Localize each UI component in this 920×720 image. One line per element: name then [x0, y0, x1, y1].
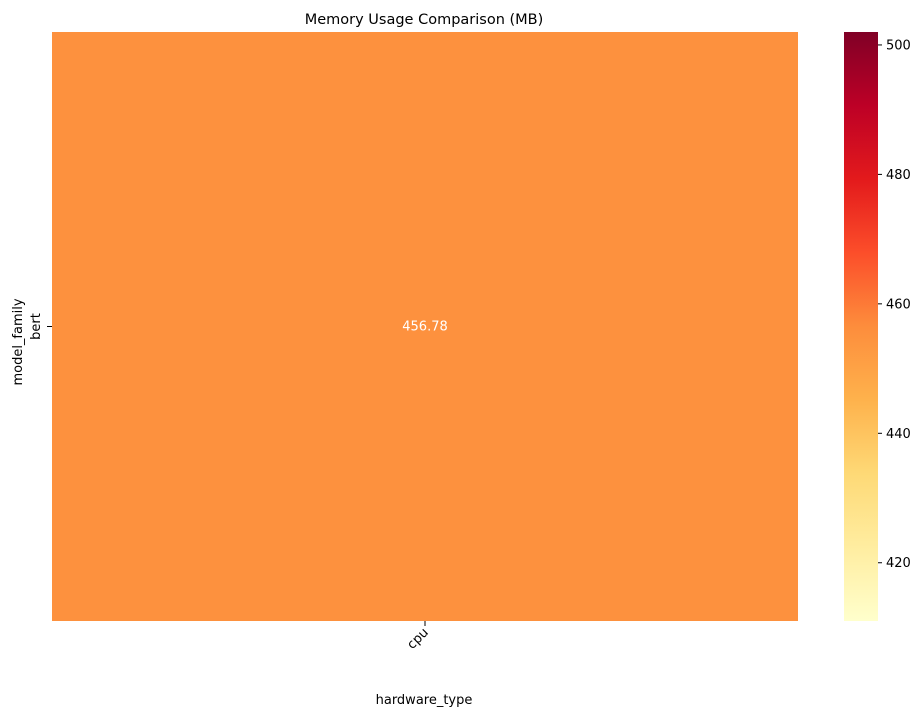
x-tick-label: cpu: [405, 625, 432, 652]
y-axis-label: model_family: [11, 298, 26, 385]
colorbar-tick-label: 440: [886, 427, 911, 442]
heatmap-cell-labels: 456.78: [402, 320, 448, 335]
colorbar: [844, 32, 878, 621]
cell-value-label: 456.78: [402, 320, 448, 335]
chart-title: Memory Usage Comparison (MB): [305, 12, 544, 28]
colorbar-tick-label: 420: [886, 556, 911, 571]
colorbar-ticks: 420 440 460 480 500: [878, 38, 911, 571]
heatmap-cells: [52, 32, 798, 621]
y-tick-label: bert: [29, 313, 44, 340]
x-axis-ticks: cpu: [405, 621, 432, 653]
colorbar-tick-label: 500: [886, 38, 911, 53]
colorbar-tick-label: 480: [886, 168, 911, 183]
heatmap-cell: [52, 32, 798, 621]
x-axis-label: hardware_type: [376, 693, 473, 708]
colorbar-tick-label: 460: [886, 297, 911, 312]
y-axis-ticks: bert: [29, 313, 52, 340]
